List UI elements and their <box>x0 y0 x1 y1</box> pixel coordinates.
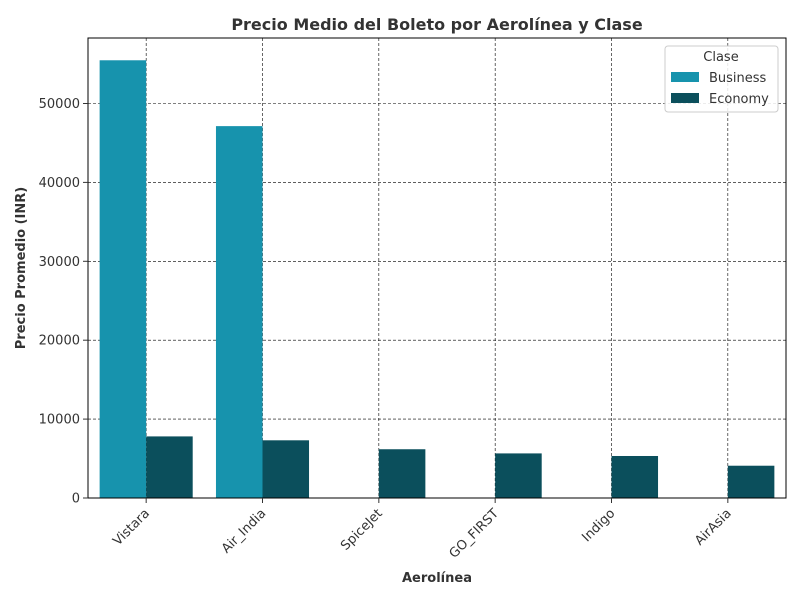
plot-frame <box>87 37 787 499</box>
legend-swatch-business <box>671 72 699 82</box>
x-tick-label: AirAsia <box>692 506 734 548</box>
y-axis: 0 10000 20000 30000 40000 50000 <box>39 97 88 507</box>
bar-economy-go_first <box>495 453 542 498</box>
y-tick-label: 30000 <box>39 255 80 270</box>
x-tick-label: Vistara <box>110 506 153 549</box>
bar-economy-spicejet <box>378 449 426 498</box>
y-tick-label: 0 <box>72 492 80 507</box>
x-tick-label: Air_India <box>219 506 269 556</box>
x-tick-label: SpiceJet <box>338 506 386 554</box>
bar-business-vistara <box>99 60 147 498</box>
bar-business-air_india <box>215 126 263 498</box>
bars <box>99 60 775 498</box>
bar-economy-vistara <box>146 436 193 498</box>
legend-swatch-economy <box>671 93 699 103</box>
x-axis-label: Aerolínea <box>402 571 472 586</box>
y-tick-label: 20000 <box>39 334 80 349</box>
legend-label-business: Business <box>709 71 767 86</box>
legend-label-economy: Economy <box>709 92 769 107</box>
y-axis-label: Precio Promedio (INR) <box>14 187 29 349</box>
y-tick-label: 10000 <box>39 413 80 428</box>
legend-title: Clase <box>703 50 738 65</box>
bar-economy-air_india <box>262 440 310 498</box>
y-tick-label: 40000 <box>39 176 80 191</box>
x-axis: Vistara Air_India SpiceJet GO_FIRST Indigo Ai… <box>110 498 735 562</box>
bar-economy-indigo <box>611 455 659 498</box>
legend: Clase Business Economy <box>664 45 779 113</box>
chart-title: Precio Medio del Boleto por Aerolínea y … <box>231 15 643 34</box>
x-tick-label: Indigo <box>579 506 618 545</box>
x-tick-label: GO_FIRST <box>447 506 502 561</box>
bar-economy-airasia <box>727 465 775 498</box>
y-tick-label: 50000 <box>39 97 80 112</box>
